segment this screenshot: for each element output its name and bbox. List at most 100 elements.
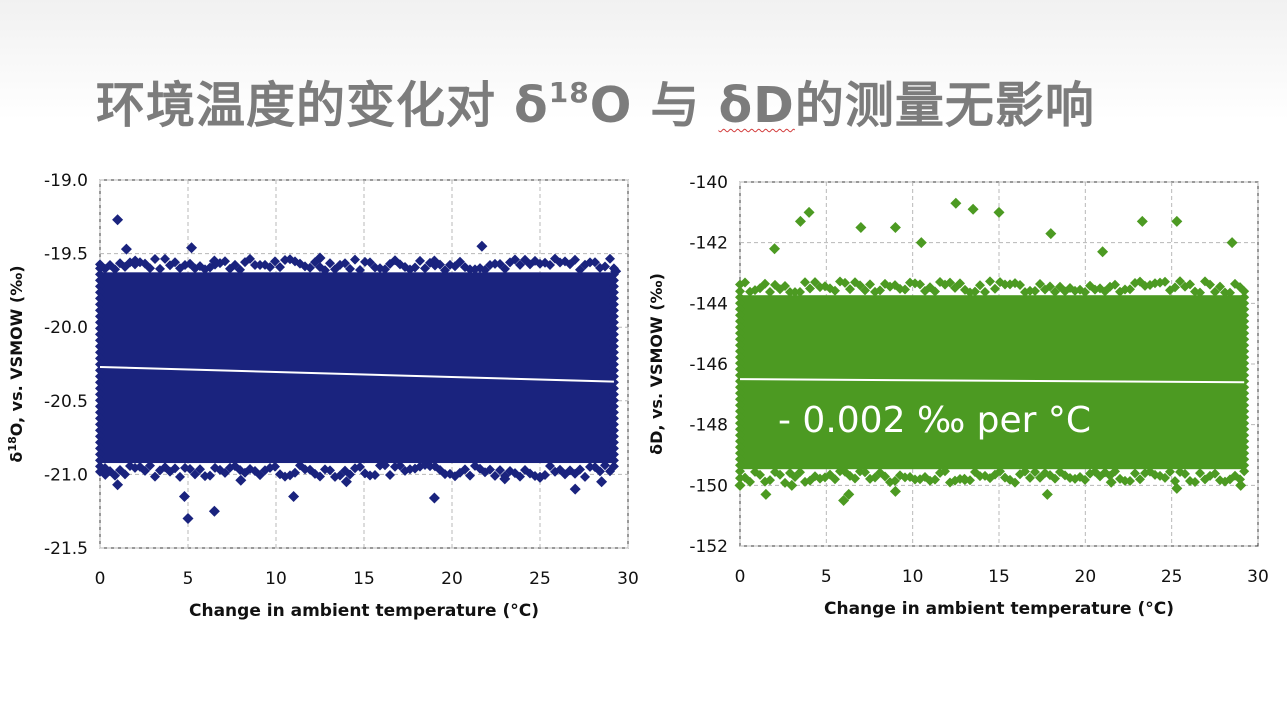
scatter-point xyxy=(735,358,745,369)
scatter-outlier xyxy=(1136,215,1148,227)
scatter-point xyxy=(608,293,619,304)
scatter-point xyxy=(795,467,805,478)
scatter-point xyxy=(320,265,330,276)
scatter-point xyxy=(608,341,619,352)
scatter-point xyxy=(605,253,615,264)
scatter-point xyxy=(315,471,325,482)
scatter-point xyxy=(1045,281,1055,292)
scatter-outlier xyxy=(1045,228,1057,240)
scatter-point xyxy=(735,412,745,423)
scatter-point xyxy=(455,256,465,267)
x-tick-label: 15 xyxy=(988,567,1010,587)
scatter-point xyxy=(155,263,165,274)
scatter-point xyxy=(185,464,195,475)
scatter-outlier xyxy=(967,203,979,215)
scatter-point xyxy=(740,277,750,288)
scatter-outlier xyxy=(843,488,855,500)
scatter-point xyxy=(95,293,105,304)
scatter-outlier xyxy=(734,479,746,491)
scatter-point xyxy=(735,388,745,399)
scatter-outlier xyxy=(855,222,867,233)
scatter-outlier xyxy=(889,222,901,233)
scatter-point xyxy=(220,467,230,478)
scatter-point xyxy=(1210,468,1220,479)
scatter-point xyxy=(95,377,105,388)
y-tick-label: -19.0 xyxy=(44,171,88,191)
scatter-point xyxy=(495,465,505,476)
scatter-outlier xyxy=(769,243,781,255)
scatter-point xyxy=(265,262,275,273)
scatter-outlier xyxy=(889,485,901,497)
scatter-point xyxy=(780,280,790,291)
scatter-point xyxy=(95,461,105,472)
scatter-point xyxy=(1215,281,1225,292)
scatter-point xyxy=(735,334,745,345)
scatter-outlier xyxy=(120,243,132,255)
scatter-point xyxy=(1205,279,1215,290)
scatter-outlier xyxy=(534,471,546,483)
scatter-point xyxy=(1239,388,1250,399)
scatter-point xyxy=(735,316,745,327)
scatter-point xyxy=(365,257,375,268)
scatter-point xyxy=(865,279,875,290)
scatter-point xyxy=(325,465,335,476)
scatter-point xyxy=(608,275,619,286)
scatter-point xyxy=(608,419,619,430)
scatter-point xyxy=(515,471,525,482)
scatter-point xyxy=(235,264,245,275)
scatter-point xyxy=(380,460,390,471)
scatter-band-o18 xyxy=(100,272,614,464)
scatter-point xyxy=(275,262,285,273)
scatter-point xyxy=(735,448,745,459)
scatter-point xyxy=(1135,474,1145,485)
scatter-point xyxy=(830,285,840,296)
scatter-point xyxy=(95,419,105,430)
x-ticks-o18: 0 5 10 15 20 25 30 xyxy=(95,569,639,589)
scatter-point xyxy=(608,287,619,298)
scatter-outlier xyxy=(915,237,927,249)
scatter-outlier xyxy=(838,495,850,506)
scatter-point xyxy=(510,254,520,265)
scatter-point xyxy=(580,471,590,482)
scatter-point xyxy=(110,470,120,481)
scatter-point xyxy=(1170,282,1180,293)
scatter-point xyxy=(875,285,885,296)
scatter-outlier xyxy=(428,255,440,267)
scatter-point xyxy=(145,460,155,471)
scatter-point xyxy=(1239,352,1250,363)
scatter-point xyxy=(735,406,745,417)
scatter-point xyxy=(735,364,745,375)
x-tick-label: 30 xyxy=(1247,567,1269,587)
scatter-point xyxy=(305,262,315,273)
scatter-point xyxy=(735,370,745,381)
scatter-point xyxy=(95,311,105,322)
scatter-point xyxy=(830,474,840,485)
scatter-point xyxy=(1239,424,1250,435)
scatter-point xyxy=(370,470,380,481)
scatter-outlier xyxy=(208,255,220,267)
scatter-point xyxy=(745,476,755,487)
y-tick-label: -144 xyxy=(689,294,728,314)
scatter-point xyxy=(760,278,770,289)
scatter-point xyxy=(1110,279,1120,290)
scatter-point xyxy=(420,263,430,274)
scatter-outlier xyxy=(178,490,190,502)
scatter-point xyxy=(95,299,105,310)
scatter-point xyxy=(735,460,745,471)
scatter-point xyxy=(1195,468,1205,479)
scatter-point xyxy=(1239,310,1250,321)
scatter-outlier xyxy=(993,206,1005,218)
scatter-point xyxy=(990,283,1000,294)
scatter-point xyxy=(608,395,619,406)
scatter-point xyxy=(575,464,585,475)
scatter-point xyxy=(608,389,619,400)
scatter-point xyxy=(380,264,390,275)
scatter-point xyxy=(440,265,450,276)
scatter-point xyxy=(945,277,955,288)
scatter-point xyxy=(735,292,745,303)
scatter-outlier xyxy=(499,473,511,485)
x-tick-label: 0 xyxy=(95,569,106,589)
scatter-point xyxy=(170,257,180,268)
scatter-point xyxy=(385,470,395,481)
